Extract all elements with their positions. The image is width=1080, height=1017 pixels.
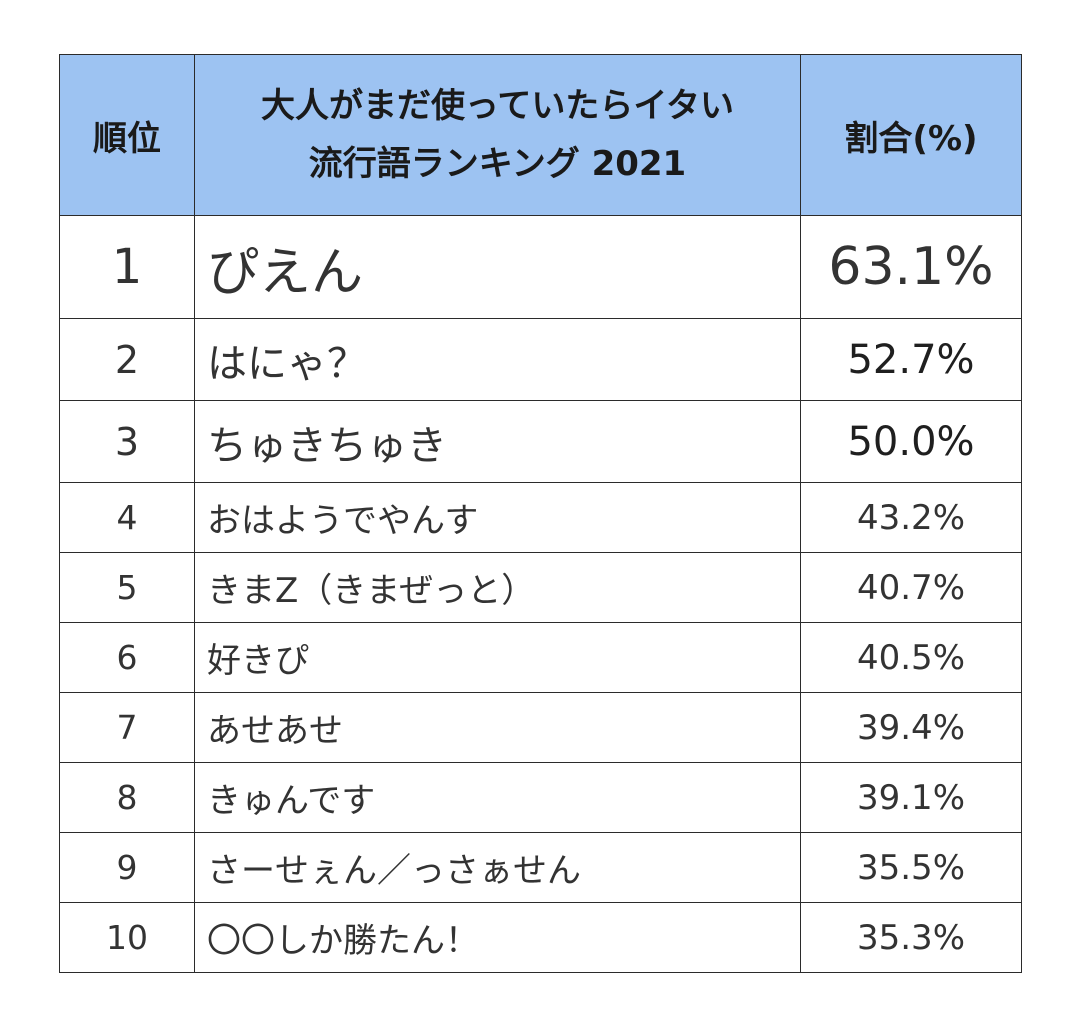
table-row: 2 はにゃ？ 52.7%: [59, 318, 1022, 401]
table-row: 4 おはようでやんす 43.2%: [59, 482, 1022, 553]
header-rank: 順位: [59, 54, 195, 216]
table-row: 1 ぴえん 63.1%: [59, 215, 1022, 319]
rank-cell: 9: [59, 832, 195, 903]
ratio-cell: 50.0%: [800, 400, 1022, 483]
table-row: 3 ちゅきちゅき 50.0%: [59, 400, 1022, 483]
word-cell: おはようでやんす: [194, 482, 801, 553]
table-row: 6 好きぴ 40.5%: [59, 622, 1022, 693]
table-row: 9 さーせぇん／っさぁせん 35.5%: [59, 832, 1022, 903]
rank-cell: 7: [59, 692, 195, 763]
ratio-cell: 35.5%: [800, 832, 1022, 903]
table-row: 7 あせあせ 39.4%: [59, 692, 1022, 763]
word-cell: きまZ（きまぜっと）: [194, 552, 801, 623]
word-cell: 〇〇しか勝たん！: [194, 902, 801, 973]
ratio-cell: 35.3%: [800, 902, 1022, 973]
rank-cell: 10: [59, 902, 195, 973]
word-cell: あせあせ: [194, 692, 801, 763]
rank-cell: 6: [59, 622, 195, 693]
table-row: 8 きゅんです 39.1%: [59, 762, 1022, 833]
word-cell: はにゃ？: [194, 318, 801, 401]
rank-cell: 5: [59, 552, 195, 623]
header-row: 順位 大人がまだ使っていたらイタい 流行語ランキング 2021 割合(%): [59, 54, 1022, 216]
ratio-cell: 40.7%: [800, 552, 1022, 623]
rank-cell: 4: [59, 482, 195, 553]
word-cell: さーせぇん／っさぁせん: [194, 832, 801, 903]
table-row: 5 きまZ（きまぜっと） 40.7%: [59, 552, 1022, 623]
ratio-cell: 52.7%: [800, 318, 1022, 401]
header-title-line2: 流行語ランキング 2021: [308, 144, 687, 184]
ranking-table: 順位 大人がまだ使っていたらイタい 流行語ランキング 2021 割合(%) 1 …: [59, 54, 1022, 973]
rank-cell: 1: [59, 215, 195, 319]
rank-cell: 3: [59, 400, 195, 483]
word-cell: きゅんです: [194, 762, 801, 833]
ratio-cell: 39.1%: [800, 762, 1022, 833]
rank-cell: 2: [59, 318, 195, 401]
ratio-cell: 40.5%: [800, 622, 1022, 693]
ratio-cell: 39.4%: [800, 692, 1022, 763]
table-row: 10 〇〇しか勝たん！ 35.3%: [59, 902, 1022, 973]
word-cell: ぴえん: [194, 215, 801, 319]
ratio-cell: 43.2%: [800, 482, 1022, 553]
word-cell: ちゅきちゅき: [194, 400, 801, 483]
word-cell: 好きぴ: [194, 622, 801, 693]
header-title: 大人がまだ使っていたらイタい 流行語ランキング 2021: [194, 54, 801, 216]
ratio-cell: 63.1%: [800, 215, 1022, 319]
header-ratio: 割合(%): [800, 54, 1022, 216]
header-title-line1: 大人がまだ使っていたらイタい: [261, 86, 734, 126]
rank-cell: 8: [59, 762, 195, 833]
